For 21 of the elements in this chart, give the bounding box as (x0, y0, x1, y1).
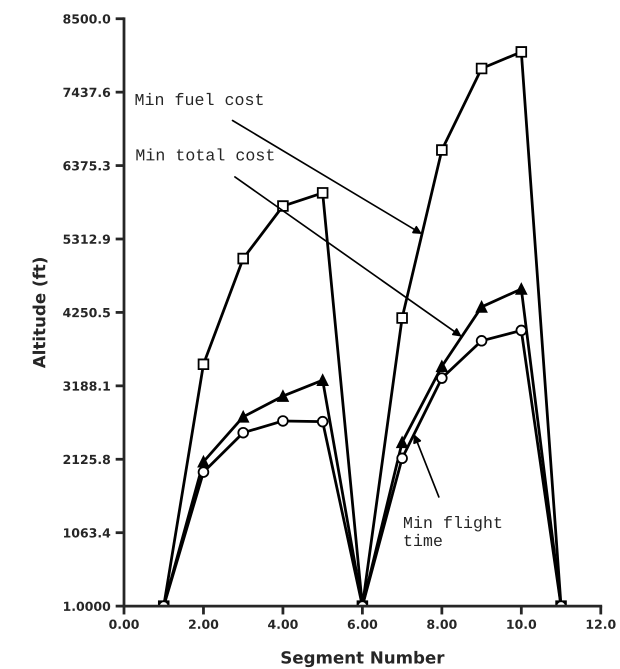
y-tick-label: 1063.4 (64, 528, 110, 538)
x-tick-label: 0.00 (109, 620, 139, 629)
y-tick-label: 5312.9 (64, 234, 110, 244)
annotation: Min fuel cost (136, 92, 263, 106)
x-tick-label: 6.00 (348, 620, 378, 629)
y-tick-label: 1.0000 (64, 602, 110, 612)
x-tick-label: 12.0 (586, 620, 616, 629)
x-axis-title: Segment Number (282, 650, 444, 668)
y-tick-label: 2125.8 (64, 454, 110, 464)
y-tick-label: 4250.5 (63, 308, 110, 318)
x-tick-label: 2.00 (189, 620, 218, 629)
y-axis-title: Altitude (ft) (32, 258, 48, 368)
x-tick-label: 4.00 (268, 620, 298, 629)
annotation: Min flight time (404, 516, 502, 546)
annotation: Min total cost (136, 148, 274, 161)
y-tick-label: 6375.3 (63, 161, 110, 170)
x-tick-label: 10.0 (507, 620, 536, 629)
y-tick-label: 8500.0 (63, 14, 110, 24)
y-tick-label: 3188.1 (63, 381, 110, 391)
y-tick-label: 7437.6 (63, 88, 110, 98)
x-tick-label: 8.00 (427, 620, 457, 629)
